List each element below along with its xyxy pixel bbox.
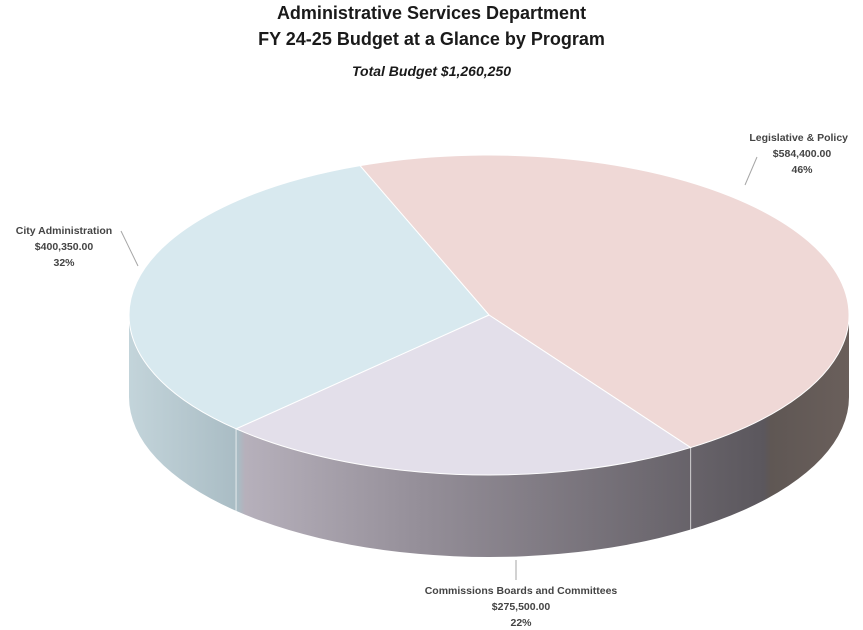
data-label-percent-legislative-policy: 46% [791,164,813,176]
data-label-percent-commissions-boards-and-committees: 22% [510,617,532,629]
pie-side-walls [129,315,849,557]
pie-slice-city-administration [128,165,490,430]
chart-title-line2: FY 24-25 Budget at a Glance by Program [258,29,605,49]
pie-slices [128,154,850,476]
pie-slice-commissions-boards-and-committees [234,314,692,476]
leader-line-city-administration [120,230,139,267]
data-label-name-legislative-policy: Legislative & Policy [749,132,848,144]
data-label-value-commissions-boards-and-committees: $275,500.00 [492,601,551,613]
chart-subtitle: Total Budget $1,260,250 [352,63,511,79]
pie-data-labels: Legislative & Policy $584,400.00 46% Commis… [16,132,848,629]
data-label-percent-city-administration: 32% [53,257,75,269]
pie-slice-legislative-policy [359,154,850,449]
pie-side-wall [129,315,849,557]
pie-leader-lines [120,156,758,580]
data-label-name-city-administration: City Administration [16,225,112,237]
data-label-value-city-administration: $400,350.00 [35,241,94,253]
data-label-name-commissions-boards-and-committees: Commissions Boards and Committees [425,585,618,597]
data-label-value-legislative-policy: $584,400.00 [773,148,832,160]
chart-title-line1: Administrative Services Department [276,3,587,23]
leader-line-legislative-policy [744,156,758,186]
